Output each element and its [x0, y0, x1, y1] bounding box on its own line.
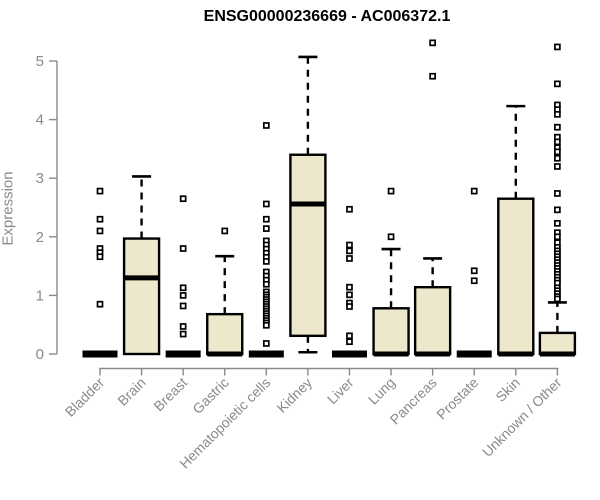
outlier-point	[470, 187, 478, 195]
outlier-point	[179, 323, 187, 330]
outlier-point	[179, 330, 187, 338]
x-category-label: Liver	[324, 374, 357, 407]
x-category-label: Bladder	[62, 374, 108, 420]
iqr-box	[497, 197, 535, 356]
outlier-point	[346, 291, 353, 299]
x-category-label: Brain	[114, 374, 148, 408]
outlier-point	[470, 277, 478, 285]
outlier-point	[554, 138, 561, 146]
box-group-8	[413, 39, 452, 357]
outlier-point	[96, 227, 104, 235]
outlier-point	[554, 163, 561, 170]
collapsed-box	[82, 350, 118, 358]
iqr-box	[413, 285, 452, 356]
box-group-10	[497, 104, 535, 357]
outlier-point	[179, 292, 187, 299]
outlier-point	[429, 72, 436, 80]
box-group-3	[206, 227, 244, 357]
outlier-point	[346, 205, 353, 213]
y-tick-label: 4	[36, 112, 44, 129]
collapsed-box	[331, 350, 367, 358]
outlier-point	[262, 215, 270, 223]
y-tick-label: 1	[36, 287, 44, 304]
outlier-point	[387, 187, 395, 195]
outlier-point	[554, 233, 561, 241]
outlier-point	[179, 195, 187, 203]
outlier-point	[262, 321, 270, 329]
box-group-6	[331, 205, 367, 358]
iqr-box	[372, 307, 410, 356]
x-category-label: Breast	[150, 374, 190, 414]
outlier-point	[554, 148, 561, 156]
x-category-label: Lung	[365, 374, 398, 407]
outlier-point	[179, 284, 187, 292]
collapsed-box	[248, 350, 284, 358]
outlier-point	[346, 255, 353, 262]
outlier-point	[179, 302, 187, 310]
outlier-point	[554, 123, 561, 131]
outlier-point	[554, 80, 561, 88]
y-tick-label: 0	[36, 346, 44, 363]
x-category-label: Prostate	[433, 374, 481, 422]
outlier-point	[554, 295, 561, 303]
outlier-point	[96, 300, 104, 308]
outlier-point	[554, 219, 561, 227]
outlier-point	[554, 206, 561, 214]
iqr-box	[206, 312, 244, 356]
outlier-point	[96, 187, 104, 195]
outlier-point	[346, 303, 353, 310]
y-tick-label: 3	[36, 170, 44, 187]
iqr-box	[538, 331, 577, 356]
outlier-point	[96, 253, 104, 261]
x-category-label: Skin	[492, 374, 523, 405]
outlier-point	[346, 241, 353, 249]
outlier-point	[221, 227, 229, 235]
collapsed-box	[165, 350, 201, 358]
outlier-point	[554, 110, 561, 118]
outlier-point	[96, 215, 104, 223]
outlier-point	[346, 338, 353, 346]
outlier-point	[554, 43, 561, 51]
outlier-point	[387, 233, 395, 241]
outlier-point	[346, 332, 353, 340]
chart-title: ENSG00000236669 - AC006372.1	[203, 8, 451, 25]
outlier-point	[262, 122, 270, 129]
y-tick-label: 2	[36, 229, 44, 246]
outlier-point	[179, 245, 187, 252]
box-group-11	[538, 43, 577, 357]
box-group-5	[289, 55, 327, 354]
outlier-point	[554, 154, 561, 162]
box-group-9	[456, 187, 492, 358]
outlier-point	[262, 340, 270, 347]
box-group-7	[372, 187, 410, 357]
outlier-point	[346, 247, 353, 255]
outlier-point	[470, 267, 478, 275]
y-axis-label: Expression	[0, 171, 17, 246]
iqr-box	[122, 237, 161, 356]
outlier-point	[262, 258, 270, 265]
box-group-2	[165, 195, 201, 358]
box-group-4	[248, 122, 284, 358]
outlier-point	[346, 283, 353, 291]
x-category-label: Kidney	[273, 374, 315, 416]
outlier-point	[262, 200, 270, 208]
iqr-box	[289, 153, 327, 338]
box-group-0	[82, 187, 118, 358]
y-tick-label: 5	[36, 53, 44, 70]
outlier-point	[554, 190, 561, 197]
x-category-label: Unknown / Other	[479, 374, 565, 460]
outlier-point	[262, 280, 270, 288]
box-group-1	[122, 175, 161, 356]
outlier-point	[262, 225, 270, 232]
collapsed-box	[456, 350, 492, 358]
outlier-point	[429, 39, 436, 47]
